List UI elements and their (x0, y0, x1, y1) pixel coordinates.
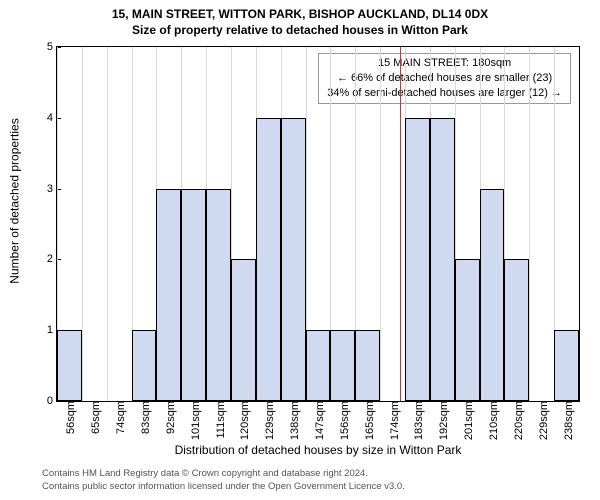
footer-line2: Contains public sector information licen… (42, 481, 405, 494)
x-tick-label: 111sqm (215, 401, 227, 439)
x-tick-label: 192sqm (438, 401, 450, 440)
bar (330, 330, 355, 401)
title-line2: Size of property relative to detached ho… (0, 22, 600, 38)
x-tick-label: 92sqm (165, 401, 177, 434)
y-axis-label: Number of detached properties (8, 118, 22, 283)
footer-line1: Contains HM Land Registry data © Crown c… (42, 468, 405, 481)
x-tick-label: 174sqm (389, 401, 401, 440)
bar-slot: 210sqm (480, 47, 505, 401)
plot-area: 15 MAIN STREET: 180sqm ← 66% of detached… (56, 46, 580, 402)
y-tick: 3 (29, 183, 53, 195)
x-tick-label: 101sqm (190, 401, 202, 440)
bar (306, 330, 331, 401)
x-tick-label: 156sqm (339, 401, 351, 440)
bar (281, 118, 306, 401)
bar (132, 330, 157, 401)
y-axis-label-wrap: Number of detached properties (6, 0, 24, 402)
x-tick-label: 83sqm (140, 401, 152, 434)
y-tick: 4 (29, 112, 53, 124)
bar-slot: 147sqm (306, 47, 331, 401)
bar-slot: 83sqm (132, 47, 157, 401)
bar-slot: 192sqm (430, 47, 455, 401)
x-tick-label: 220sqm (513, 401, 525, 440)
x-tick-label: 229sqm (538, 401, 550, 440)
bar-slot: 56sqm (57, 47, 82, 401)
bar (405, 118, 430, 401)
x-tick-label: 129sqm (264, 401, 276, 440)
bar-slot: 101sqm (181, 47, 206, 401)
y-tick: 2 (29, 253, 53, 265)
bar-slot: 138sqm (281, 47, 306, 401)
bar (455, 259, 480, 401)
x-tick-label: 138sqm (289, 401, 301, 440)
bar (504, 259, 529, 401)
x-tick-label: 120sqm (239, 401, 251, 440)
bar-slot: 201sqm (455, 47, 480, 401)
x-tick-label: 210sqm (488, 401, 500, 440)
y-tick: 0 (29, 395, 53, 407)
y-tick: 5 (29, 41, 53, 53)
y-tick: 1 (29, 324, 53, 336)
gridline (107, 47, 108, 401)
bar-slot: 156sqm (330, 47, 355, 401)
bar-slot: 92sqm (156, 47, 181, 401)
bar (181, 189, 206, 401)
x-tick-label: 201sqm (463, 401, 475, 440)
chart-container: 15, MAIN STREET, WITTON PARK, BISHOP AUC… (0, 0, 600, 500)
bar (156, 189, 181, 401)
bar (480, 189, 505, 401)
x-tick-label: 238sqm (563, 401, 575, 440)
bar-slot: 120sqm (231, 47, 256, 401)
x-tick-label: 74sqm (115, 401, 127, 434)
x-tick-label: 65sqm (90, 401, 102, 434)
bar-slot: 129sqm (256, 47, 281, 401)
bar (57, 330, 82, 401)
bar (256, 118, 281, 401)
gridline (380, 47, 381, 401)
bar-slot: 183sqm (405, 47, 430, 401)
footer-attribution: Contains HM Land Registry data © Crown c… (42, 468, 405, 494)
bar (206, 189, 231, 401)
x-tick-label: 165sqm (364, 401, 376, 440)
x-axis-label: Distribution of detached houses by size … (56, 443, 580, 457)
bar-slot: 111sqm (206, 47, 231, 401)
bar-slot: 65sqm (82, 47, 107, 401)
bar (554, 330, 579, 401)
bar-slot: 165sqm (355, 47, 380, 401)
x-tick-label: 56sqm (65, 401, 77, 434)
x-tick-label: 183sqm (413, 401, 425, 440)
bar (355, 330, 380, 401)
x-tick-label: 147sqm (314, 401, 326, 440)
bar-slot: 229sqm (529, 47, 554, 401)
bar (430, 118, 455, 401)
chart-title-block: 15, MAIN STREET, WITTON PARK, BISHOP AUC… (0, 6, 600, 38)
gridline (82, 47, 83, 401)
bar-slot: 74sqm (107, 47, 132, 401)
title-line1: 15, MAIN STREET, WITTON PARK, BISHOP AUC… (0, 6, 600, 22)
bar-slot: 220sqm (504, 47, 529, 401)
bar-slot: 174sqm (380, 47, 405, 401)
bar-slot: 238sqm (554, 47, 579, 401)
bar (231, 259, 256, 401)
gridline (529, 47, 530, 401)
